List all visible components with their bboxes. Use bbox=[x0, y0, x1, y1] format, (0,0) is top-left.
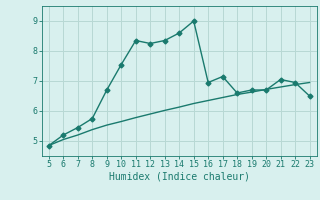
X-axis label: Humidex (Indice chaleur): Humidex (Indice chaleur) bbox=[109, 172, 250, 182]
